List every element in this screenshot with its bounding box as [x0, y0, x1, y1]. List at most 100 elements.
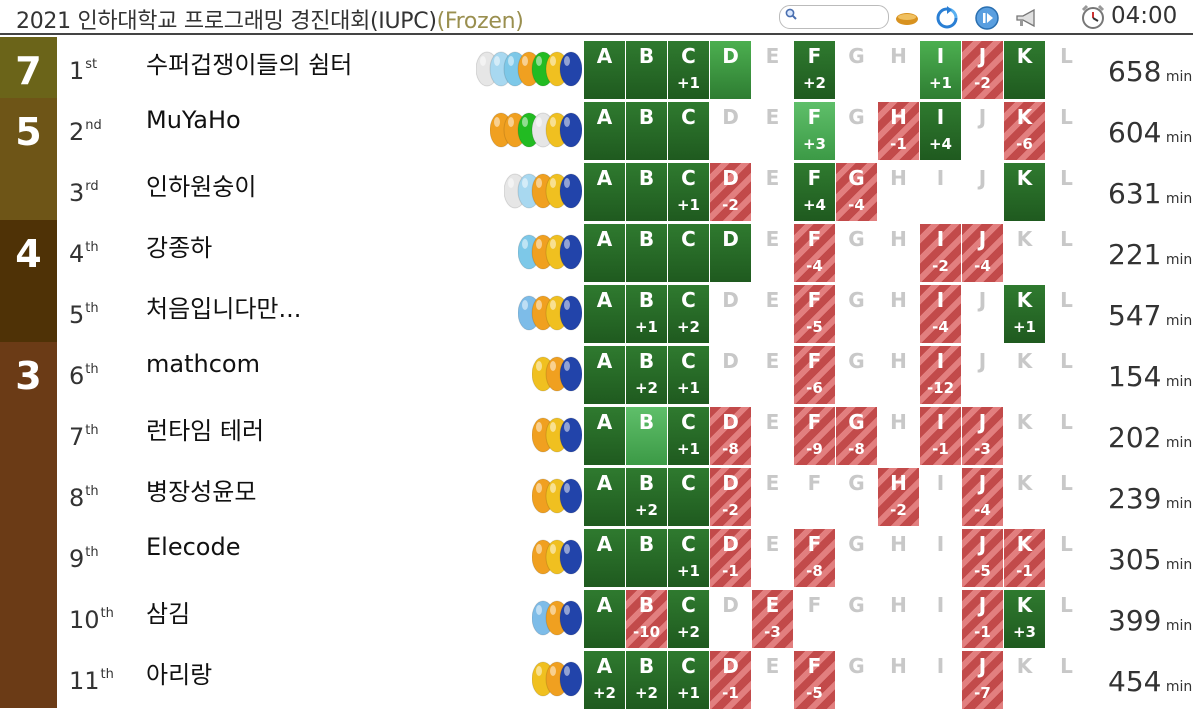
team-name[interactable]: MuYaHo	[146, 106, 241, 134]
problem-cell-l[interactable]: L	[1046, 346, 1087, 404]
problem-cell-g[interactable]: G	[836, 224, 877, 282]
search-input[interactable]	[779, 5, 889, 29]
team-row[interactable]: 3rd 인하원숭이 A B C +1 D -2 E F +4 G -4 H I J K L 631 min.	[57, 159, 1193, 221]
problem-cell-j[interactable]: J	[962, 102, 1003, 160]
problem-cell-l[interactable]: L	[1046, 102, 1087, 160]
problem-cell-j[interactable]: J	[962, 163, 1003, 221]
problem-cell-l[interactable]: L	[1046, 285, 1087, 343]
problem-cell-e[interactable]: E	[752, 102, 793, 160]
problem-cell-e[interactable]: E	[752, 224, 793, 282]
problem-cell-i[interactable]: I	[920, 651, 961, 709]
problem-cell-l[interactable]: L	[1046, 41, 1087, 99]
problem-cell-a[interactable]: A	[584, 346, 625, 404]
team-row[interactable]: 11th 아리랑 A +2 B +2 C +1 D -1 E F -5 G H I J -7 K L 454 min.	[57, 647, 1193, 709]
team-row[interactable]: 4th 강종하 A B C D E F -4 G H I -2 J -4 K L 221 min.	[57, 220, 1193, 282]
team-name[interactable]: 아리랑	[146, 661, 213, 689]
problem-cell-l[interactable]: L	[1046, 163, 1087, 221]
problem-cell-g[interactable]: G	[836, 346, 877, 404]
problem-cell-j[interactable]: J -5	[962, 529, 1003, 587]
team-name[interactable]: 수퍼겁쟁이들의 쉼터	[146, 51, 353, 79]
team-name[interactable]: 처음입니다만...	[146, 295, 302, 323]
problem-cell-c[interactable]: C +2	[668, 590, 709, 648]
problem-cell-k[interactable]: K +1	[1004, 285, 1045, 343]
problem-cell-k[interactable]: K	[1004, 41, 1045, 99]
problem-cell-i[interactable]: I -12	[920, 346, 961, 404]
problem-cell-b[interactable]: B +2	[626, 468, 667, 526]
problem-cell-a[interactable]: A	[584, 407, 625, 465]
problem-cell-g[interactable]: G	[836, 468, 877, 526]
problem-cell-c[interactable]: C	[668, 102, 709, 160]
problem-cell-b[interactable]: B	[626, 529, 667, 587]
problem-cell-a[interactable]: A	[584, 590, 625, 648]
problem-cell-i[interactable]: I -2	[920, 224, 961, 282]
problem-cell-b[interactable]: B	[626, 163, 667, 221]
problem-cell-i[interactable]: I	[920, 590, 961, 648]
problem-cell-b[interactable]: B -10	[626, 590, 667, 648]
problem-cell-c[interactable]: C +1	[668, 407, 709, 465]
problem-cell-c[interactable]: C	[668, 224, 709, 282]
problem-cell-b[interactable]: B	[626, 41, 667, 99]
problem-cell-a[interactable]: A	[584, 224, 625, 282]
problem-cell-h[interactable]: H	[878, 163, 919, 221]
refresh-icon[interactable]	[935, 6, 959, 30]
team-row[interactable]: 6th mathcom A B +2 C +1 D E F -6 G H I -12 J K L 154 min.	[57, 342, 1193, 404]
problem-cell-c[interactable]: C	[668, 468, 709, 526]
team-row[interactable]: 9th Elecode A B C +1 D -1 E F -8 G H I J -5 K -1 L 305 min.	[57, 525, 1193, 587]
problem-cell-g[interactable]: G	[836, 102, 877, 160]
problem-cell-i[interactable]: I	[920, 529, 961, 587]
problem-cell-e[interactable]: E	[752, 346, 793, 404]
problem-cell-c[interactable]: C +1	[668, 529, 709, 587]
problem-cell-i[interactable]: I +4	[920, 102, 961, 160]
problem-cell-d[interactable]: D -1	[710, 529, 751, 587]
problem-cell-h[interactable]: H	[878, 41, 919, 99]
problem-cell-b[interactable]: B	[626, 407, 667, 465]
problem-cell-i[interactable]: I -1	[920, 407, 961, 465]
problem-cell-h[interactable]: H	[878, 285, 919, 343]
problem-cell-j[interactable]: J -2	[962, 41, 1003, 99]
problem-cell-j[interactable]: J -4	[962, 468, 1003, 526]
problem-cell-f[interactable]: F -5	[794, 651, 835, 709]
problem-cell-a[interactable]: A	[584, 163, 625, 221]
problem-cell-f[interactable]: F -6	[794, 346, 835, 404]
problem-cell-j[interactable]: J -7	[962, 651, 1003, 709]
problem-cell-d[interactable]: D -2	[710, 163, 751, 221]
team-name[interactable]: 삼김	[146, 600, 191, 628]
problem-cell-a[interactable]: A	[584, 41, 625, 99]
problem-cell-e[interactable]: E	[752, 163, 793, 221]
problem-cell-l[interactable]: L	[1046, 407, 1087, 465]
team-row[interactable]: 10th 삼김 A B -10 C +2 D E -3 F G H I J -1 K +3 L 399 min.	[57, 586, 1193, 648]
problem-cell-h[interactable]: H	[878, 224, 919, 282]
problem-cell-l[interactable]: L	[1046, 224, 1087, 282]
problem-cell-i[interactable]: I	[920, 468, 961, 526]
problem-cell-g[interactable]: G -4	[836, 163, 877, 221]
team-name[interactable]: 런타임 테러	[146, 417, 265, 445]
problem-cell-c[interactable]: C +1	[668, 41, 709, 99]
problem-cell-d[interactable]: D -2	[710, 468, 751, 526]
problem-cell-h[interactable]: H -1	[878, 102, 919, 160]
team-row[interactable]: 1st 수퍼겁쟁이들의 쉼터 A B C +1 D E F +2 G H I +1 J -2 K L 658 min…	[57, 37, 1193, 99]
problem-cell-e[interactable]: E	[752, 285, 793, 343]
problem-cell-g[interactable]: G	[836, 41, 877, 99]
problem-cell-a[interactable]: A +2	[584, 651, 625, 709]
problem-cell-j[interactable]: J -1	[962, 590, 1003, 648]
problem-cell-f[interactable]: F -9	[794, 407, 835, 465]
team-name[interactable]: 인하원숭이	[146, 173, 257, 201]
problem-cell-j[interactable]: J	[962, 346, 1003, 404]
team-row[interactable]: 8th 병장성윤모 A B +2 C D -2 E F G H -2 I J -4 K L 239 min.	[57, 464, 1193, 526]
problem-cell-a[interactable]: A	[584, 529, 625, 587]
problem-cell-k[interactable]: K	[1004, 163, 1045, 221]
problem-cell-j[interactable]: J	[962, 285, 1003, 343]
problem-cell-g[interactable]: G	[836, 590, 877, 648]
problem-cell-k[interactable]: K	[1004, 224, 1045, 282]
problem-cell-k[interactable]: K	[1004, 346, 1045, 404]
problem-cell-e[interactable]: E	[752, 407, 793, 465]
problem-cell-i[interactable]: I -4	[920, 285, 961, 343]
problem-cell-c[interactable]: C +2	[668, 285, 709, 343]
problem-cell-k[interactable]: K -1	[1004, 529, 1045, 587]
problem-cell-c[interactable]: C +1	[668, 346, 709, 404]
team-row[interactable]: 2nd MuYaHo A B C D E F +3 G H -1 I +4 J K -6 L 604 min.	[57, 98, 1193, 160]
problem-cell-g[interactable]: G	[836, 651, 877, 709]
problem-cell-k[interactable]: K	[1004, 468, 1045, 526]
megaphone-icon[interactable]	[1014, 6, 1038, 30]
team-name[interactable]: mathcom	[146, 350, 260, 378]
